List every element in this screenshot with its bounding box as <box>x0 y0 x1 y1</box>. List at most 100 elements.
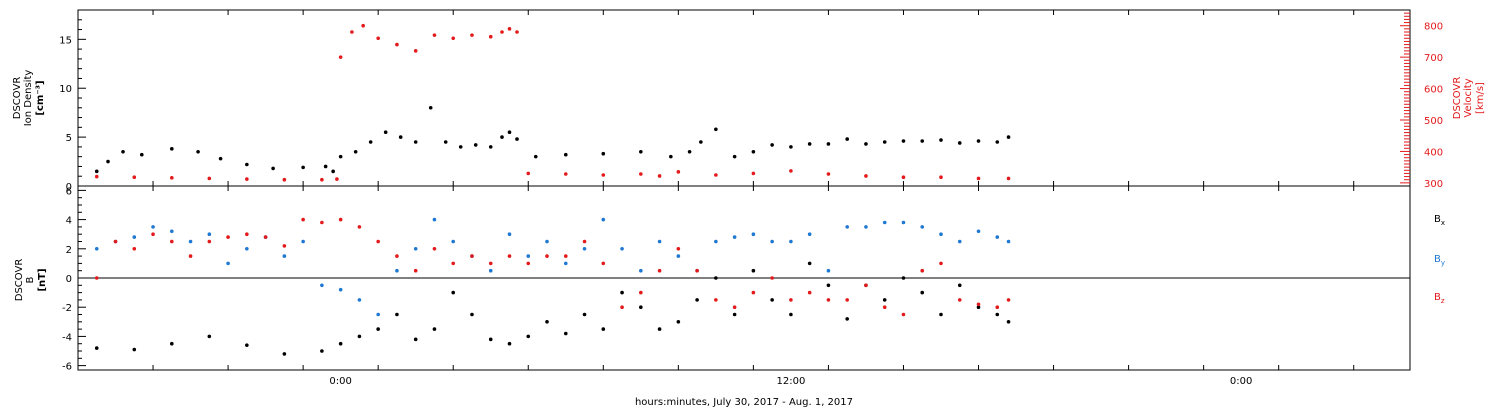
data-point-By <box>657 239 662 244</box>
data-point-Bx <box>901 276 906 280</box>
data-point-By <box>939 232 943 236</box>
data-point-velocity <box>395 42 399 47</box>
data-point-Bz <box>882 305 887 310</box>
velocity-tick-label: 800 <box>1424 22 1443 33</box>
data-point-By <box>995 235 1000 239</box>
data-point-Bx <box>338 341 343 346</box>
b-tick-label: 6 <box>66 186 72 197</box>
data-point-Bz <box>695 268 699 273</box>
data-point-velocity <box>939 175 943 179</box>
data-point-density <box>271 166 275 171</box>
data-point-density <box>338 154 343 159</box>
density-tick-label: 15 <box>59 35 72 46</box>
data-point-Bz <box>563 254 568 258</box>
data-point-Bx <box>413 337 418 342</box>
data-point-By <box>789 239 793 244</box>
data-point-Bz <box>807 290 812 295</box>
velocity-tick-label: 500 <box>1424 116 1443 127</box>
data-point-velocity <box>376 36 380 41</box>
data-point-density <box>826 142 831 146</box>
plasma-x-ticks <box>77 10 1355 186</box>
data-point-Bx <box>882 298 887 302</box>
data-point-density <box>732 154 737 159</box>
data-point-Bz <box>113 239 118 244</box>
data-point-Bz <box>263 235 268 239</box>
x-axis-label: hours:minutes, July 30, 2017 - Aug. 1, 2… <box>635 397 853 408</box>
data-point-velocity <box>335 177 339 181</box>
data-point-velocity <box>864 174 868 178</box>
data-point-By <box>545 239 549 244</box>
data-point-By <box>226 261 230 266</box>
data-point-velocity <box>432 33 437 37</box>
density-axis-ticks: 0 5 10 15 <box>59 19 86 193</box>
density-tick-label: 10 <box>59 84 72 95</box>
data-point-By <box>395 268 399 273</box>
magnetic-data-points <box>94 217 1011 356</box>
data-point-density <box>882 140 887 144</box>
data-point-velocity <box>488 34 493 39</box>
data-point-By <box>451 239 456 244</box>
data-point-velocity <box>451 36 456 41</box>
data-point-Bz <box>451 261 456 266</box>
data-point-density <box>353 149 358 154</box>
data-point-Bz <box>320 220 324 225</box>
data-point-Bz <box>376 239 380 244</box>
data-point-density <box>170 147 174 151</box>
b-tick-label: 4 <box>66 216 72 227</box>
data-point-Bz <box>676 246 681 251</box>
data-point-Bx <box>1006 320 1011 324</box>
data-point-Bx <box>920 290 925 295</box>
data-point-By <box>807 232 812 236</box>
data-point-Bz <box>995 305 1000 310</box>
data-point-density <box>920 139 925 143</box>
data-point-density <box>301 165 305 170</box>
data-point-density <box>94 169 99 174</box>
data-point-Bz <box>395 254 399 258</box>
data-point-By <box>639 268 643 273</box>
b-label-line2: B <box>25 276 36 283</box>
data-point-Bx <box>676 320 681 324</box>
data-point-velocity <box>207 176 212 181</box>
data-point-Bz <box>939 261 943 266</box>
plasma-panel-frame <box>77 9 1411 187</box>
data-point-density <box>699 140 703 144</box>
data-point-By <box>432 217 437 222</box>
velocity-label-line1: DSCOVR <box>1452 77 1463 120</box>
data-point-By <box>151 225 155 229</box>
data-point-Bz <box>789 298 793 302</box>
data-point-density <box>687 149 692 154</box>
density-tick-label: 5 <box>66 133 72 144</box>
data-point-velocity <box>413 49 418 53</box>
data-point-velocity <box>500 30 504 34</box>
data-point-velocity <box>361 23 365 28</box>
legend-Bz: Bz <box>1434 292 1445 305</box>
data-point-Bx <box>939 312 943 317</box>
data-point-density <box>139 152 144 157</box>
data-point-By <box>188 239 193 244</box>
data-point-By <box>770 239 774 244</box>
data-point-Bz <box>714 298 718 302</box>
data-point-By <box>563 261 568 266</box>
data-point-Bx <box>451 290 456 295</box>
data-point-Bx <box>507 341 512 346</box>
data-point-velocity <box>901 175 906 179</box>
data-point-By <box>751 232 756 236</box>
velocity-axis-ticks: 300 400 500 600 700 800 <box>1400 12 1443 190</box>
data-point-Bx <box>807 261 812 266</box>
data-point-Bx <box>957 283 962 288</box>
data-point-density <box>196 149 200 154</box>
data-point-Bx <box>995 312 1000 317</box>
data-point-density <box>601 151 606 156</box>
b-label-line3: [nT] <box>37 268 48 291</box>
data-point-Bx <box>695 298 699 302</box>
data-point-Bx <box>488 337 493 342</box>
data-point-density <box>901 139 906 143</box>
legend-Bx: Bx <box>1434 214 1445 227</box>
data-point-Bx <box>789 312 793 317</box>
data-point-velocity <box>170 176 174 180</box>
data-point-Bx <box>826 283 831 288</box>
data-point-density <box>533 154 538 159</box>
data-point-By <box>1006 239 1011 244</box>
data-point-density <box>458 145 463 149</box>
data-point-By <box>676 254 681 258</box>
